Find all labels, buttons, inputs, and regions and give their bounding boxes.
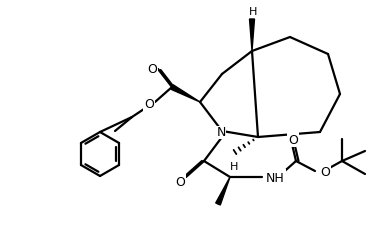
Text: H: H — [230, 161, 238, 171]
Text: NH: NH — [266, 171, 285, 184]
Text: O: O — [147, 62, 157, 75]
Polygon shape — [250, 20, 255, 52]
Text: H: H — [249, 7, 257, 17]
Text: O: O — [144, 98, 154, 111]
Text: O: O — [288, 133, 298, 146]
Polygon shape — [171, 85, 200, 103]
Text: O: O — [320, 166, 330, 179]
Text: O: O — [175, 175, 185, 188]
Text: N: N — [216, 126, 226, 139]
Polygon shape — [216, 177, 230, 205]
